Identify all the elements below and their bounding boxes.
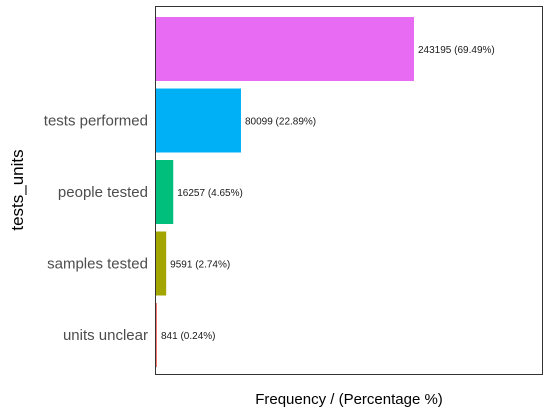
bar-value-label: 243195 (69.49%) bbox=[418, 45, 495, 56]
y-tick-label: tests performed bbox=[44, 113, 148, 130]
bar-value-label: 9591 (2.74%) bbox=[170, 260, 230, 271]
bar bbox=[156, 88, 241, 153]
bar bbox=[156, 303, 157, 367]
y-axis-title: tests_units bbox=[8, 149, 27, 230]
data-labels: 243195 (69.49%) 80099 (22.89%) 16257 (4.65… bbox=[161, 45, 495, 342]
bar bbox=[156, 17, 414, 81]
x-axis-title: Frequency / (Percentage %) bbox=[255, 391, 443, 408]
y-tick-labels: tests performed people tested samples test… bbox=[44, 113, 148, 345]
y-tick-label: samples tested bbox=[47, 256, 148, 273]
bar-value-label: 841 (0.24%) bbox=[161, 331, 215, 342]
y-tick-label: people tested bbox=[58, 184, 148, 201]
bar-value-label: 16257 (4.65%) bbox=[177, 188, 243, 199]
bars-group bbox=[156, 17, 414, 367]
bar bbox=[156, 160, 174, 224]
bar-value-label: 80099 (22.89%) bbox=[245, 117, 316, 128]
y-tick-label: units unclear bbox=[63, 327, 148, 344]
bar bbox=[156, 231, 167, 296]
